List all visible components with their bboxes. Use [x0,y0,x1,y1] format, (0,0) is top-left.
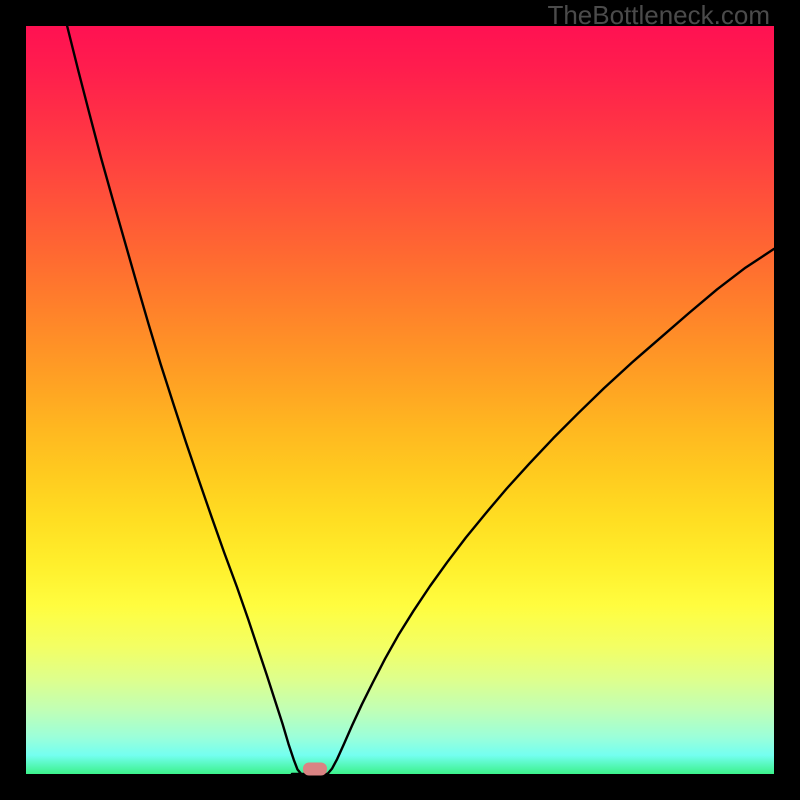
bottleneck-curve [26,26,774,774]
curve-polyline [67,26,774,774]
bottleneck-marker [303,762,327,775]
plot-area [26,26,774,774]
chart-canvas: TheBottleneck.com [0,0,800,800]
watermark-text: TheBottleneck.com [547,0,770,31]
